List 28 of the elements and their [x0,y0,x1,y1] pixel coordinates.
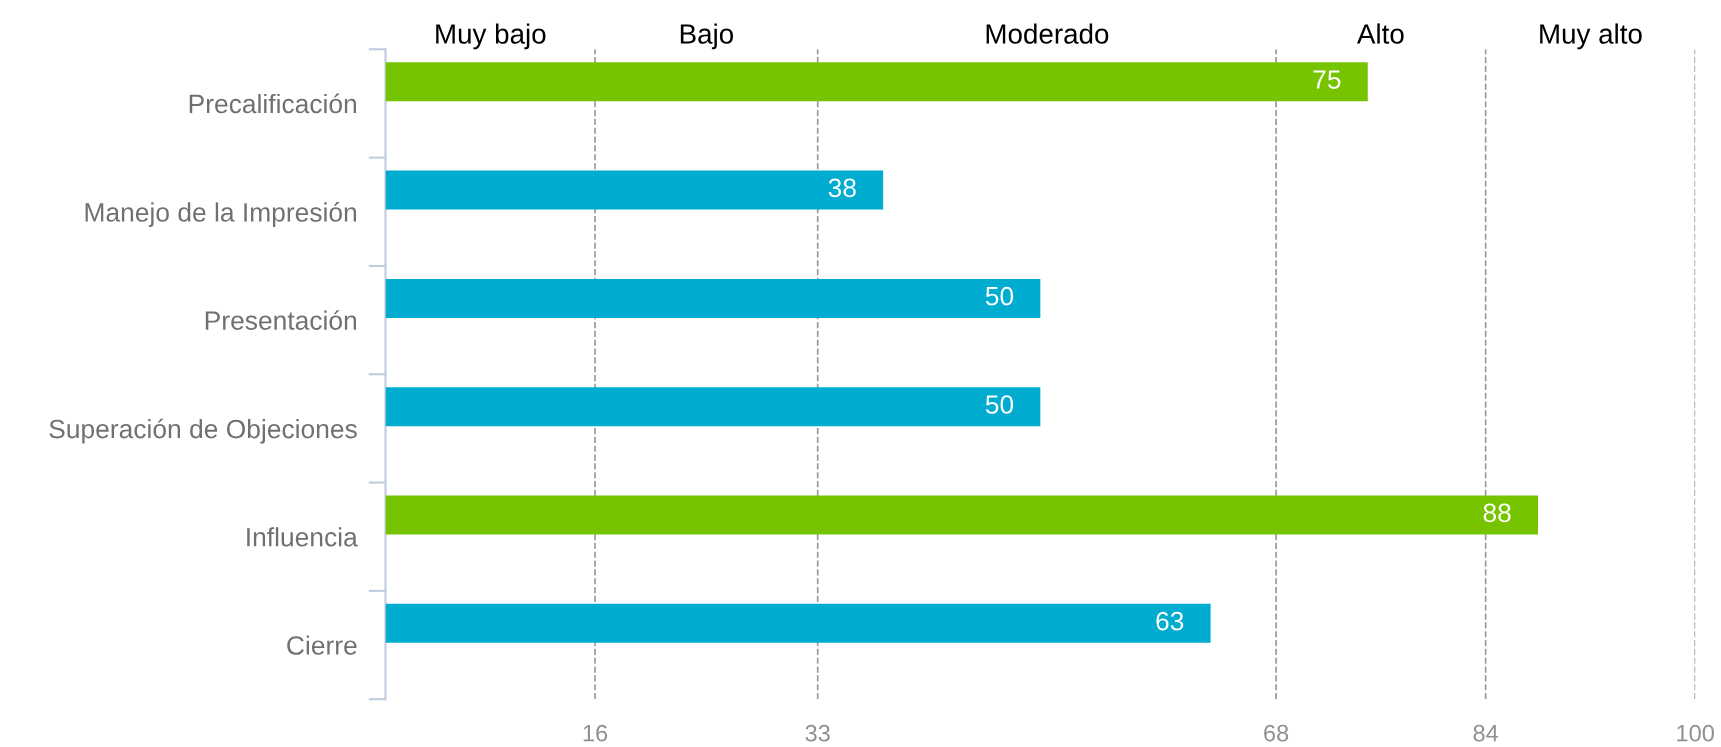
y-tick-label: Precalificación [189,93,357,114]
x-tick-label: 33 [805,724,830,742]
y-tick-label: Presentación [205,310,357,330]
bar [385,278,1041,318]
data-label: 50 [985,286,1014,306]
annotation: Muy alto [1540,23,1642,50]
data-label: 63 [1156,611,1184,631]
y-tick-label: Manejo de la Impresión [85,202,357,227]
x-tick-label: 68 [1264,724,1289,742]
y-tick-label: Influencia [247,527,358,547]
text: Moderado [986,23,1109,44]
annotation: Muy bajo [436,23,546,50]
bar [385,603,1211,643]
x-tick-label: 16 [583,724,608,742]
bar [385,495,1539,535]
data-label: 38 [828,178,856,198]
y-tick-label: Superación de Objeciones [49,418,357,444]
bar [385,387,1041,427]
bar [385,170,884,210]
annotation: Bajo [680,23,734,50]
x-tick-label: 100 [1677,724,1714,742]
data-label: 88 [1483,503,1511,523]
bar [385,62,1368,102]
data-label: 75 [1313,70,1341,89]
data-label: 50 [985,395,1014,414]
y-tick-label: Cierre [287,635,357,655]
x-tick-label: 84 [1473,724,1499,742]
text: Alto [1356,23,1404,44]
